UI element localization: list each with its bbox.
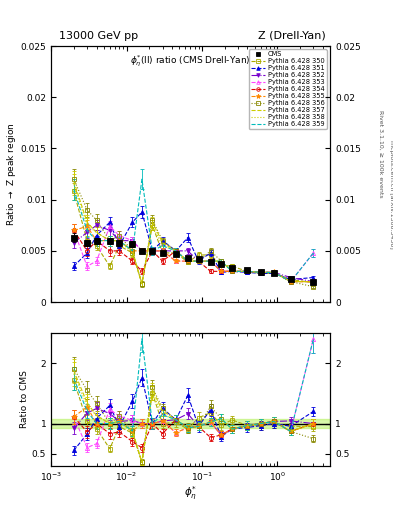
X-axis label: $\phi^{*}_{\eta}$: $\phi^{*}_{\eta}$ (184, 484, 197, 502)
Text: mcplots.cern.ch [arXiv:1306.3436]: mcplots.cern.ch [arXiv:1306.3436] (389, 140, 393, 249)
Bar (51, 419, 330, 428)
Text: $\phi^{*}_{\eta}$(ll) ratio (CMS Drell-Yan): $\phi^{*}_{\eta}$(ll) ratio (CMS Drell-Y… (130, 54, 251, 69)
Legend: CMS, Pythia 6.428 350, Pythia 6.428 351, Pythia 6.428 352, Pythia 6.428 353, Pyt: CMS, Pythia 6.428 350, Pythia 6.428 351,… (249, 50, 327, 130)
Y-axis label: Ratio to CMS: Ratio to CMS (20, 370, 29, 429)
Text: 13000 GeV pp: 13000 GeV pp (59, 31, 138, 41)
Text: Z (Drell-Yan): Z (Drell-Yan) (259, 31, 326, 41)
Text: Rivet 3.1.10, ≥ 100k events: Rivet 3.1.10, ≥ 100k events (379, 110, 384, 198)
Y-axis label: Ratio $\rightarrow$ Z peak region: Ratio $\rightarrow$ Z peak region (5, 122, 18, 226)
